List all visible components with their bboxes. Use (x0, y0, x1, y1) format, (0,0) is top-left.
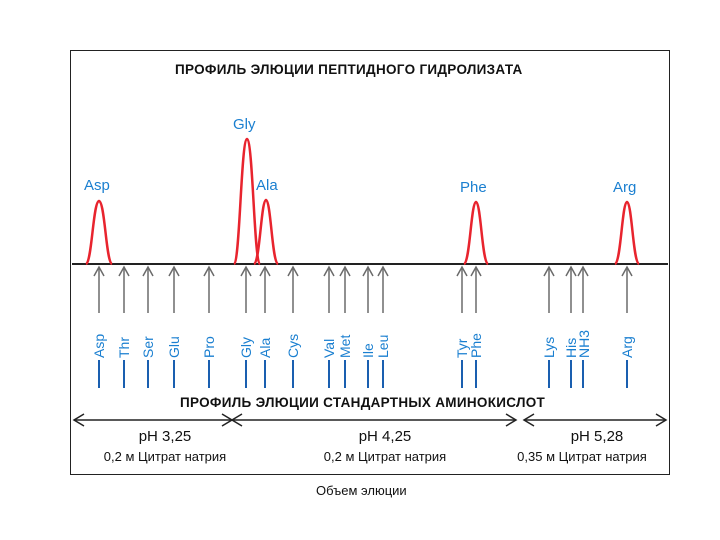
marker-met (339, 265, 351, 313)
marker-phe (470, 265, 482, 313)
bottom-title: ПРОФИЛЬ ЭЛЮЦИИ СТАНДАРТНЫХ АМИНОКИСЛОТ (180, 395, 546, 410)
std-label-ala: Ala (257, 337, 273, 358)
buffer-3-solution: 0,35 м Цитрат натрия (517, 449, 647, 464)
marker-lys (543, 265, 555, 313)
marker-ser (142, 265, 154, 313)
std-label-lys: Lys (541, 336, 557, 358)
peak-ala (252, 198, 280, 266)
buffer-1-solution: 0,2 м Цитрат натрия (103, 449, 227, 464)
marker-ile (362, 265, 374, 313)
marker-thr (118, 265, 130, 313)
std-label-pro: Pro (201, 336, 217, 358)
marker-ala (259, 265, 271, 313)
marker-val (323, 265, 335, 313)
peak-arg (613, 200, 641, 266)
peak-gly (232, 137, 262, 266)
peak-label-gly: Gly (233, 116, 256, 133)
std-label-leu: Leu (375, 334, 391, 358)
std-label-met: Met (337, 334, 353, 358)
marker-nh3 (577, 265, 589, 313)
marker-glu (168, 265, 180, 313)
marker-gly (240, 265, 252, 313)
std-label-ser: Ser (140, 336, 156, 358)
peak-asp (84, 199, 114, 266)
marker-arg (621, 265, 633, 313)
peak-label-ala: Ala (256, 177, 278, 194)
elution-volume-label: Объем элюции (316, 483, 407, 498)
std-label-arg: Arg (619, 336, 635, 358)
std-label-thr: Thr (116, 337, 132, 358)
marker-leu (377, 265, 389, 313)
std-label-nh3: NH3 (576, 329, 592, 358)
buffer-span-3 (522, 413, 668, 427)
peak-label-asp: Asp (84, 177, 110, 194)
peak-phe (462, 200, 490, 266)
peak-label-arg: Arg (613, 179, 637, 196)
marker-cys (287, 265, 299, 313)
std-label-cys: Cys (285, 333, 301, 358)
std-label-ile: Ile (360, 343, 376, 358)
std-label-asp: Asp (91, 333, 107, 358)
buffer-span-2 (230, 413, 518, 427)
buffer-1-ph: pH 3,25 (138, 428, 192, 445)
diagram-frame (70, 50, 670, 475)
buffer-2-ph: pH 4,25 (358, 428, 412, 445)
marker-pro (203, 265, 215, 313)
marker-asp (93, 265, 105, 313)
std-label-phe: Phe (468, 333, 484, 358)
std-label-glu: Glu (166, 336, 182, 358)
top-title: ПРОФИЛЬ ЭЛЮЦИИ ПЕПТИДНОГО ГИДРОЛИЗАТА (175, 62, 523, 77)
buffer-3-ph: pH 5,28 (570, 428, 624, 445)
std-label-gly: Gly (238, 337, 254, 358)
buffer-2-solution: 0,2 м Цитрат натрия (323, 449, 447, 464)
marker-his (565, 265, 577, 313)
peak-label-phe: Phe (460, 179, 487, 196)
buffer-span-1 (72, 413, 234, 427)
marker-tyr (456, 265, 468, 313)
std-label-val: Val (321, 338, 337, 358)
